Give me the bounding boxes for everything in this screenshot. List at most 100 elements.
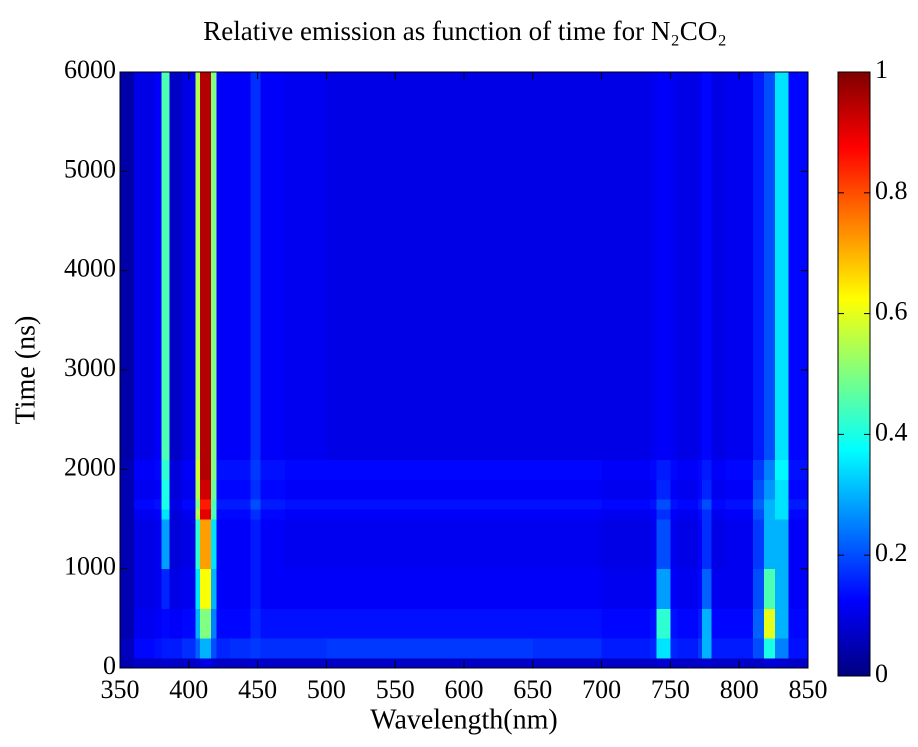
- heatmap-cell: [464, 568, 534, 609]
- heatmap-cell: [199, 171, 206, 272]
- heatmap-cell: [230, 370, 245, 460]
- heatmap-cell: [763, 568, 776, 609]
- heatmap-cell: [702, 638, 713, 659]
- heatmap-cell: [763, 658, 776, 669]
- heatmap-cell: [326, 270, 396, 371]
- heatmap-cell: [154, 608, 162, 639]
- heatmap-cell: [752, 509, 765, 520]
- heatmap-cell: [464, 270, 534, 371]
- heatmap-cell: [711, 171, 726, 272]
- heatmap-cell: [532, 270, 603, 371]
- heatmap-cell: [788, 608, 809, 639]
- heatmap-cell: [656, 568, 671, 609]
- heatmap-cell: [285, 370, 327, 460]
- heatmap-cell: [243, 171, 252, 272]
- heatmap-cell: [326, 499, 396, 510]
- heatmap-cell: [216, 270, 231, 371]
- heatmap-cell: [230, 509, 245, 520]
- heatmap-cell: [169, 171, 183, 272]
- heatmap-cell: [697, 171, 703, 272]
- heatmap-cell: [464, 72, 534, 172]
- heatmap-cell: [260, 499, 286, 510]
- heatmap-cell: [677, 509, 699, 520]
- heatmap-cell: [702, 568, 713, 609]
- heatmap-cell: [763, 72, 776, 172]
- x-tick-label: 450: [238, 675, 277, 704]
- heatmap-cell: [670, 499, 678, 510]
- heatmap-cell: [395, 171, 465, 272]
- heatmap-cell: [250, 459, 261, 480]
- heatmap-cell: [656, 459, 671, 480]
- heatmap-cell: [677, 171, 699, 272]
- y-tick-label: 5000: [64, 154, 116, 183]
- heatmap-cell: [649, 479, 658, 500]
- heatmap-cell: [216, 638, 231, 659]
- heatmap-cell: [243, 519, 252, 570]
- heatmap-cell: [205, 459, 212, 480]
- heatmap-cell: [464, 499, 534, 510]
- heatmap-cell: [774, 608, 790, 639]
- heatmap-cell: [532, 171, 603, 272]
- heatmap-cell: [601, 509, 651, 520]
- heatmap-cell: [285, 270, 327, 371]
- heatmap-cell: [601, 499, 651, 510]
- heatmap-cell: [154, 568, 162, 609]
- heatmap-cell: [181, 638, 197, 659]
- heatmap-cell: [133, 270, 155, 371]
- heatmap-cell: [250, 509, 261, 520]
- heatmap-cell: [205, 519, 212, 570]
- heatmap-cell: [326, 370, 396, 460]
- heatmap-cell: [752, 608, 765, 639]
- heatmap-cell: [752, 479, 765, 500]
- heatmap-cell: [788, 171, 809, 272]
- y-tick-label: 3000: [64, 353, 116, 382]
- heatmap-cell: [725, 509, 754, 520]
- heatmap-cell: [601, 658, 651, 669]
- heatmap-cell: [532, 509, 603, 520]
- heatmap-cell: [210, 658, 217, 669]
- heatmap-cell: [199, 519, 206, 570]
- heatmap-cell: [120, 509, 135, 520]
- x-tick-label: 700: [582, 675, 621, 704]
- heatmap-cell: [464, 638, 534, 659]
- heatmap-cell: [326, 72, 396, 172]
- heatmap-cell: [763, 270, 776, 371]
- axes: 350 400 450 500 550 600 650 700 750 800 850 0 1000 20…: [64, 55, 908, 704]
- heatmap-cell: [230, 479, 245, 500]
- heatmap-cell: [649, 370, 658, 460]
- heatmap-cell: [243, 658, 252, 669]
- heatmap-cell: [702, 459, 713, 480]
- heatmap-cell: [763, 171, 776, 272]
- heatmap-cell: [133, 370, 155, 460]
- heatmap-cell: [154, 509, 162, 520]
- heatmap-cell: [230, 568, 245, 609]
- heatmap-cell: [788, 509, 809, 520]
- heatmap-cell: [670, 608, 678, 639]
- colorbar-tick-label: 0.8: [875, 176, 908, 205]
- heatmap-cell: [161, 608, 171, 639]
- heatmap-cell: [702, 72, 713, 172]
- heatmap-cell: [154, 658, 162, 669]
- heatmap-cell: [532, 479, 603, 500]
- heatmap-cell: [205, 479, 212, 500]
- heatmap-cell: [161, 72, 171, 172]
- heatmap-cell: [725, 459, 754, 480]
- heatmap-cell: [788, 568, 809, 609]
- heatmap-cell: [230, 72, 245, 172]
- heatmap-cell: [154, 519, 162, 570]
- heatmap-cell: [702, 370, 713, 460]
- heatmap-cell: [788, 270, 809, 371]
- heatmap-cell: [711, 608, 726, 639]
- heatmap-cell: [169, 370, 183, 460]
- colorbar-tick-label: 0.2: [875, 538, 908, 567]
- heatmap-cell: [702, 499, 713, 510]
- heatmap-cell: [210, 270, 217, 371]
- heatmap-cell: [788, 519, 809, 570]
- heatmap-cell: [120, 499, 135, 510]
- heatmap-cell: [210, 499, 217, 510]
- x-tick-label: 650: [513, 675, 552, 704]
- heatmap-cell: [752, 519, 765, 570]
- heatmap-cell: [133, 658, 155, 669]
- heatmap-cell: [260, 479, 286, 500]
- heatmap-cell: [210, 519, 217, 570]
